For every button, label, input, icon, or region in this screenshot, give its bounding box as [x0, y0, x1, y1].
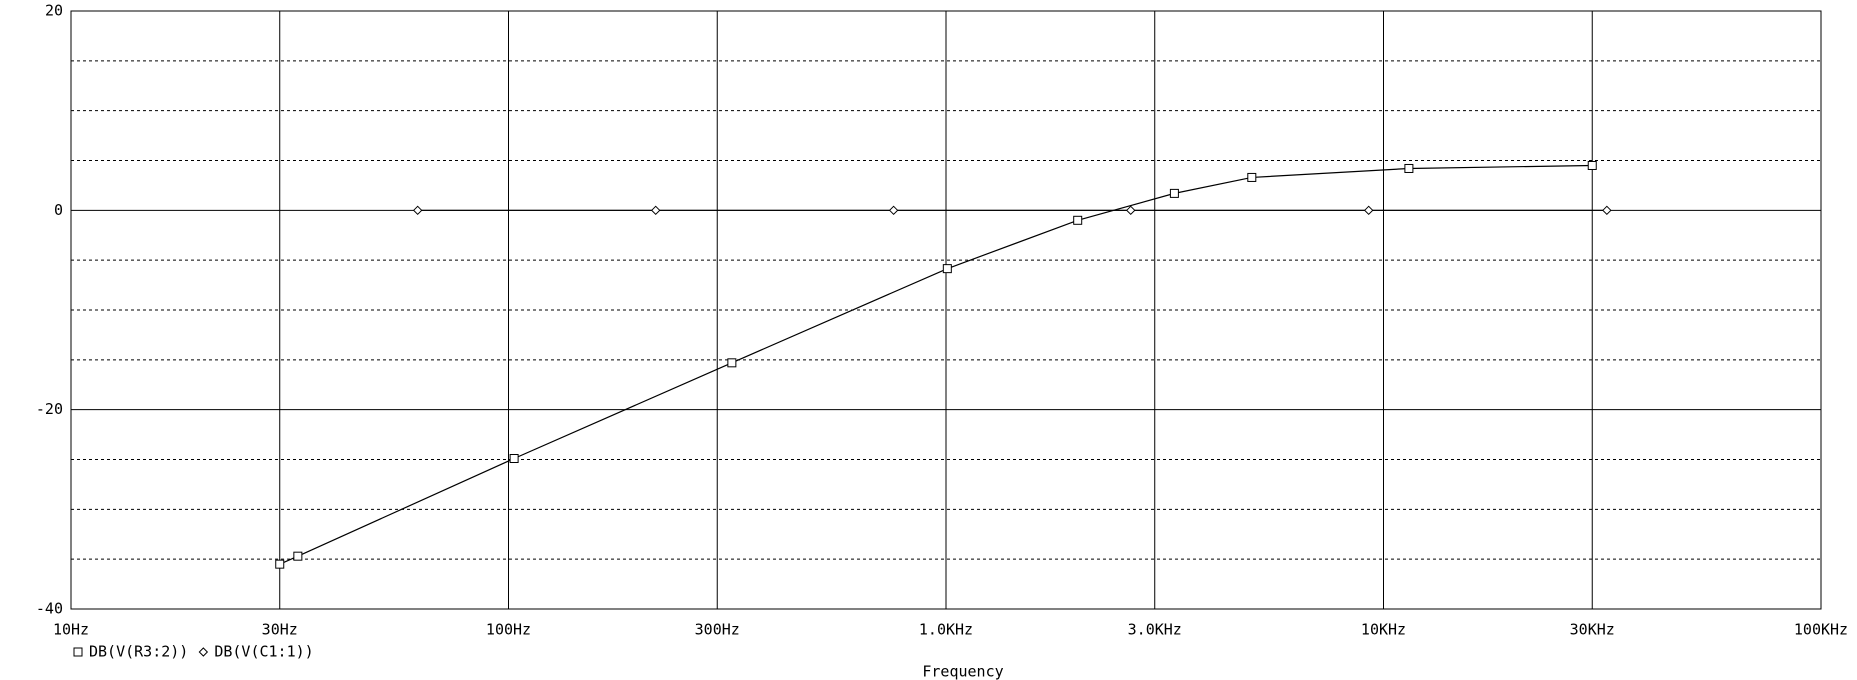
marker — [727, 358, 737, 368]
legend-marker — [73, 647, 83, 657]
marker — [1587, 160, 1597, 170]
x-tick-label: 1.0KHz — [919, 621, 973, 639]
marker — [293, 551, 303, 561]
plot-frame — [70, 10, 1822, 610]
x-tick-label: 10KHz — [1361, 621, 1406, 639]
x-tick-label: 30Hz — [262, 621, 298, 639]
marker — [1126, 205, 1136, 216]
y-tick-label: -20 — [36, 400, 63, 418]
marker — [1404, 163, 1414, 173]
x-tick-label: 100Hz — [486, 621, 531, 639]
marker — [942, 264, 952, 274]
marker — [1363, 205, 1374, 216]
x-axis-label: Frequency — [922, 663, 1003, 680]
marker — [1073, 215, 1083, 225]
y-tick-label: 0 — [54, 201, 63, 219]
y-tick-label: -40 — [36, 600, 63, 618]
marker — [888, 205, 899, 216]
y-tick-label: 20 — [45, 2, 63, 20]
x-tick-label: 30KHz — [1570, 621, 1615, 639]
marker — [509, 454, 519, 464]
marker — [1169, 188, 1179, 198]
series-line — [279, 164, 1593, 565]
marker — [412, 205, 423, 216]
legend-marker — [198, 647, 209, 657]
legend-label: DB(V(C1:1)) — [214, 643, 313, 661]
x-tick-label: 10Hz — [53, 621, 89, 639]
legend-label: DB(V(R3:2)) — [89, 643, 188, 661]
marker — [275, 559, 285, 569]
marker — [650, 205, 661, 216]
marker — [1602, 205, 1612, 216]
x-tick-label: 3.0KHz — [1128, 621, 1182, 639]
marker — [1247, 172, 1257, 182]
x-tick-label: 100KHz — [1794, 621, 1848, 639]
x-tick-label: 300Hz — [695, 621, 740, 639]
